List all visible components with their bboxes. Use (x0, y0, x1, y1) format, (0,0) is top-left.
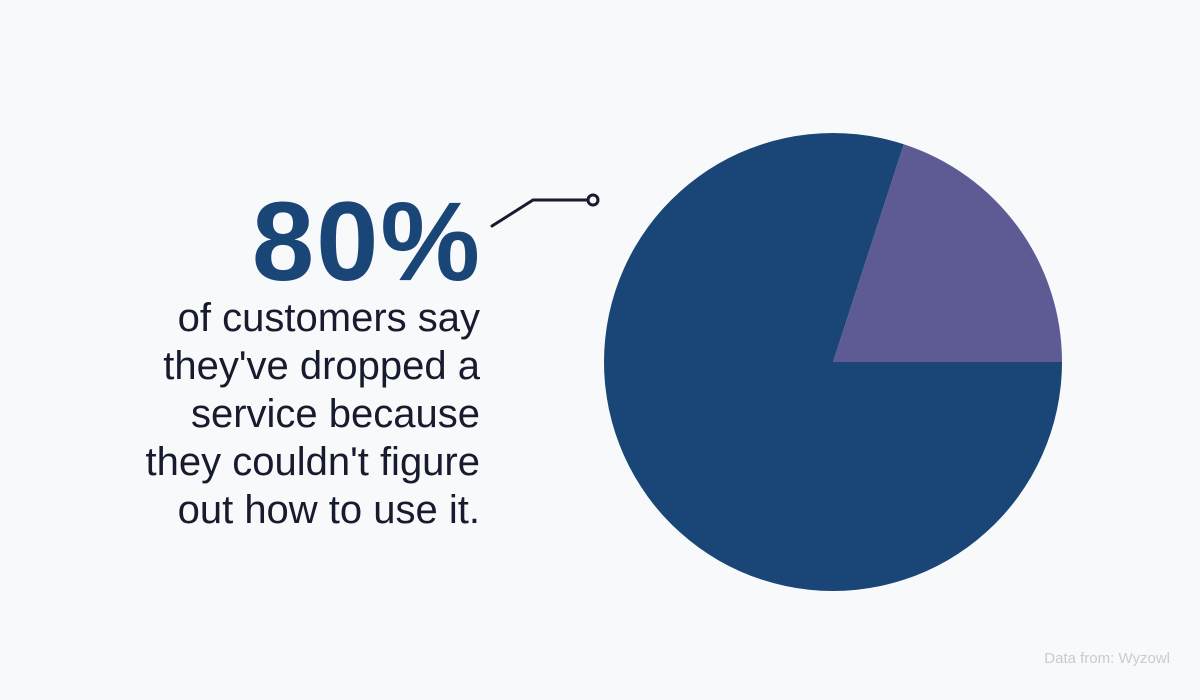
pie-slice-80 (604, 133, 1062, 591)
description-line: out how to use it. (177, 488, 480, 532)
description-line: service because (190, 392, 480, 436)
description-line: they couldn't figure (145, 440, 480, 484)
callout-dot (586, 193, 600, 207)
description-line: of customers say (177, 296, 480, 340)
description-line: they've dropped a (163, 344, 480, 388)
headline-percentage: 80% (251, 179, 482, 304)
data-source: Data from: Wyzowl (1044, 650, 1170, 667)
pie-slice-20 (833, 144, 1062, 362)
headline-description: of customers say they've dropped a servi… (20, 294, 480, 534)
callout-line (490, 198, 590, 228)
